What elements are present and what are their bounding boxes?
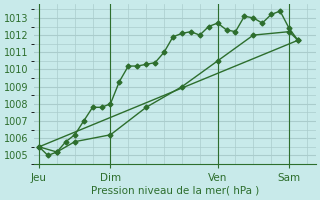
X-axis label: Pression niveau de la mer( hPa ): Pression niveau de la mer( hPa ) xyxy=(91,186,259,196)
